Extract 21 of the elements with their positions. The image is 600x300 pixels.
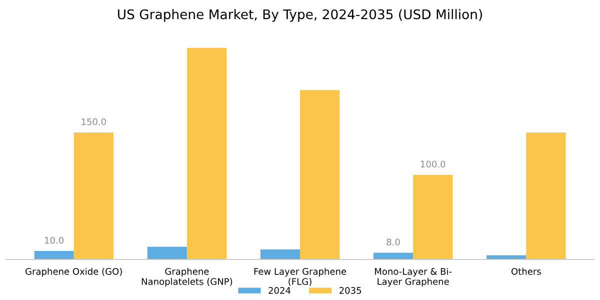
bar bbox=[413, 174, 453, 260]
bar bbox=[186, 48, 226, 260]
x-tick-label: Few Layer Graphene (FLG) bbox=[254, 268, 346, 286]
x-tick-label: Others bbox=[511, 268, 541, 275]
legend-label: 2024 bbox=[268, 287, 290, 294]
data-label: 8.0 bbox=[386, 238, 400, 246]
data-label: 150.0 bbox=[82, 118, 106, 126]
bar bbox=[147, 246, 187, 260]
bar bbox=[300, 90, 340, 260]
x-tick-label: Mono-Layer & Bi- Layer Graphene bbox=[375, 268, 452, 287]
bar bbox=[34, 251, 74, 260]
x-tick-label: Graphene Oxide (GO) bbox=[26, 268, 122, 277]
bar bbox=[74, 132, 114, 260]
bar bbox=[526, 132, 566, 260]
data-label: 100.0 bbox=[420, 160, 446, 168]
data-label: 10.0 bbox=[45, 236, 64, 244]
chart-title: US Graphene Market, By Type, 2024-2035 (USD Million) bbox=[118, 9, 482, 22]
x-tick-label: Graphene Nanoplatelets (GNP) bbox=[142, 268, 232, 287]
legend-label: 2035 bbox=[339, 287, 362, 294]
bar bbox=[374, 252, 414, 260]
bar bbox=[260, 249, 300, 260]
